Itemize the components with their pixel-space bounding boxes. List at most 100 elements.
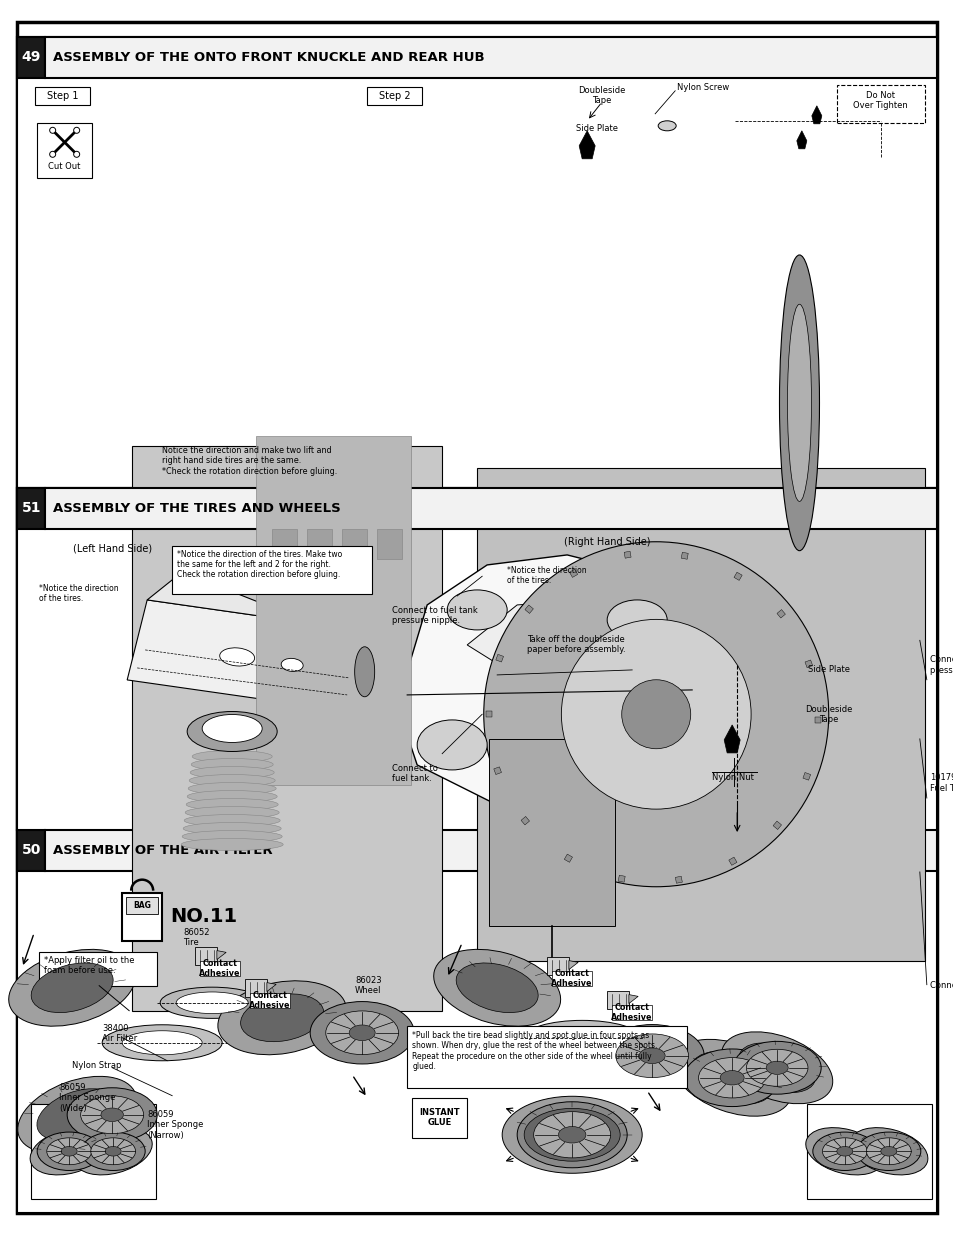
Ellipse shape <box>558 1126 585 1144</box>
Ellipse shape <box>176 992 248 1014</box>
Ellipse shape <box>456 963 537 1013</box>
Bar <box>376 529 401 558</box>
Ellipse shape <box>189 774 274 787</box>
Ellipse shape <box>856 1132 920 1171</box>
Ellipse shape <box>615 1034 688 1078</box>
Bar <box>17 488 936 830</box>
Text: 86059
Inner Sponge
(Wide): 86059 Inner Sponge (Wide) <box>59 1083 115 1113</box>
Ellipse shape <box>821 1137 866 1165</box>
Bar <box>776 610 784 618</box>
Polygon shape <box>216 951 226 960</box>
Text: Doubleside
Tape: Doubleside Tape <box>578 85 625 105</box>
Polygon shape <box>796 131 806 148</box>
Bar <box>733 572 741 580</box>
Bar <box>45 830 936 871</box>
Polygon shape <box>628 994 638 1004</box>
Ellipse shape <box>188 783 275 794</box>
Text: Contact
Adhesive: Contact Adhesive <box>611 1003 652 1023</box>
Ellipse shape <box>865 1137 910 1165</box>
Bar <box>494 767 501 774</box>
Ellipse shape <box>192 751 272 762</box>
Circle shape <box>50 152 55 157</box>
Polygon shape <box>646 576 712 655</box>
Text: 10179
Fuel Tube: 10179 Fuel Tube <box>929 773 953 793</box>
Text: 51: 51 <box>21 501 41 515</box>
Ellipse shape <box>240 994 323 1041</box>
Ellipse shape <box>862 1135 914 1167</box>
Polygon shape <box>467 600 646 669</box>
Ellipse shape <box>672 1040 791 1116</box>
Ellipse shape <box>805 1128 883 1174</box>
Bar <box>618 876 624 882</box>
Ellipse shape <box>91 1137 135 1165</box>
Bar <box>612 1005 652 1020</box>
Ellipse shape <box>812 1132 876 1171</box>
Bar <box>524 605 533 614</box>
Bar <box>520 816 529 825</box>
Ellipse shape <box>786 304 811 501</box>
Ellipse shape <box>691 1052 772 1104</box>
Bar <box>489 739 614 926</box>
Bar <box>17 830 45 871</box>
Circle shape <box>73 127 80 133</box>
Bar <box>680 552 687 559</box>
Text: Cut Out: Cut Out <box>49 162 81 170</box>
Text: Connect to
fuel tank.: Connect to fuel tank. <box>392 763 437 783</box>
Text: Nylon Nut: Nylon Nut <box>712 773 753 782</box>
Text: Nylon Strap: Nylon Strap <box>72 1061 121 1070</box>
Polygon shape <box>396 555 701 815</box>
Ellipse shape <box>434 950 560 1026</box>
Bar <box>814 718 820 724</box>
Ellipse shape <box>217 981 346 1055</box>
Bar <box>728 857 737 866</box>
Ellipse shape <box>543 1026 619 1050</box>
Polygon shape <box>811 106 821 124</box>
Bar <box>245 979 267 997</box>
Bar <box>37 122 92 178</box>
Bar <box>552 972 592 986</box>
Bar <box>35 86 91 105</box>
Text: Connect to fuel tank
pressure nipple.: Connect to fuel tank pressure nipple. <box>392 606 477 625</box>
Text: 50: 50 <box>22 844 41 857</box>
Bar <box>122 893 162 941</box>
Ellipse shape <box>355 647 375 697</box>
Ellipse shape <box>87 1135 139 1167</box>
Bar <box>476 468 923 961</box>
Bar <box>17 37 936 830</box>
Circle shape <box>73 152 80 157</box>
Text: Contact
Adhesive: Contact Adhesive <box>551 969 592 988</box>
Text: Doubleside
Tape: Doubleside Tape <box>804 705 852 724</box>
Bar <box>772 821 781 830</box>
Ellipse shape <box>43 1135 95 1167</box>
Ellipse shape <box>836 1146 852 1156</box>
Ellipse shape <box>779 254 819 551</box>
Ellipse shape <box>105 1146 121 1156</box>
Ellipse shape <box>81 1132 145 1171</box>
Ellipse shape <box>81 1095 144 1134</box>
Bar <box>341 529 366 558</box>
Bar <box>675 877 681 883</box>
Bar <box>804 659 812 668</box>
Bar <box>126 898 158 914</box>
Ellipse shape <box>18 1077 136 1153</box>
Bar <box>806 1104 931 1199</box>
Text: Contact
Adhesive: Contact Adhesive <box>249 990 291 1010</box>
Ellipse shape <box>849 1128 927 1174</box>
Polygon shape <box>701 590 757 674</box>
Text: Connect to carburetor.: Connect to carburetor. <box>929 981 953 989</box>
Ellipse shape <box>447 590 507 630</box>
Ellipse shape <box>639 1049 664 1063</box>
Bar <box>623 551 631 558</box>
Text: *Apply filter oil to the
foam before use.: *Apply filter oil to the foam before use… <box>44 956 134 976</box>
Ellipse shape <box>122 1031 202 1055</box>
Ellipse shape <box>219 648 254 666</box>
Ellipse shape <box>658 121 676 131</box>
Ellipse shape <box>187 711 277 751</box>
Polygon shape <box>578 131 595 159</box>
Ellipse shape <box>184 815 280 826</box>
Ellipse shape <box>187 790 277 803</box>
Bar <box>17 37 45 78</box>
Text: Step 2: Step 2 <box>378 91 410 101</box>
Ellipse shape <box>606 600 666 640</box>
Ellipse shape <box>880 1146 896 1156</box>
